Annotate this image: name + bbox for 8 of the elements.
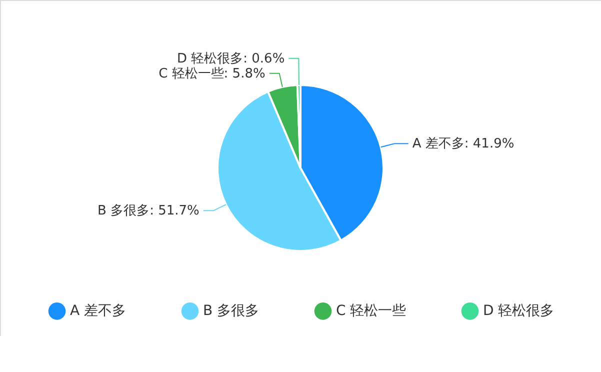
legend-label: D 轻松很多 — [483, 303, 554, 320]
data-label: B 多很多: 51.7% — [98, 204, 200, 219]
legend-label: A 差不多 — [70, 303, 126, 320]
legend-label: B 多很多 — [203, 303, 260, 320]
data-label: D 轻松很多: 0.6% — [176, 51, 285, 66]
data-label: C 轻松一些: 5.8% — [158, 66, 266, 82]
data-label: A 差不多: 41.9% — [412, 136, 514, 152]
legend-label: C 轻松一些 — [336, 303, 406, 320]
